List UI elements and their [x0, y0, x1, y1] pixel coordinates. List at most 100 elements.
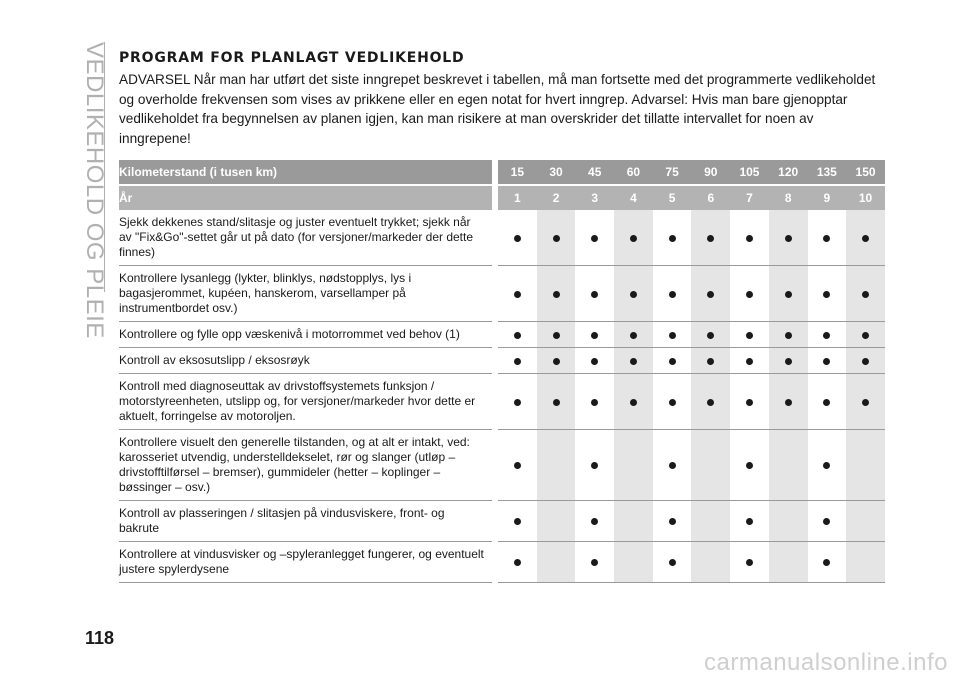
interval-cell [652, 429, 692, 501]
scheduled-dot-icon [629, 290, 637, 298]
inspection-description: Kontrollere at vindusvisker og –spyleran… [119, 541, 492, 583]
scheduled-dot-icon [591, 518, 599, 525]
km-header-cell: 90 [691, 160, 731, 186]
interval-cell [691, 321, 731, 348]
km-header-cell: 120 [768, 160, 808, 186]
year-header-cell: 8 [768, 185, 808, 210]
scheduled-dot-icon [591, 462, 599, 469]
year-header-cell: 3 [575, 185, 615, 210]
interval-cell [498, 321, 537, 348]
year-header-cell: 7 [730, 185, 769, 210]
interval-cell [614, 321, 653, 348]
interval-cell [846, 265, 885, 322]
interval-cell [575, 429, 615, 501]
interval-cell [730, 429, 769, 501]
scheduled-dot-icon [513, 398, 521, 406]
inspection-description: Kontrollere lysanlegg (lykter, blinklys,… [119, 265, 492, 322]
scheduled-dot-icon [591, 398, 599, 406]
interval-cell [575, 373, 615, 430]
interval-cell [614, 500, 653, 542]
scheduled-dot-icon [707, 290, 715, 298]
interval-cell [846, 429, 885, 501]
interval-cell [652, 321, 692, 348]
page-number: 118 [85, 628, 115, 648]
scheduled-dot-icon [707, 357, 715, 365]
interval-cell [652, 347, 692, 374]
interval-cell [691, 347, 731, 374]
table-row: Kontroll av eksosutslipp / eksosrøyk [119, 347, 885, 374]
km-header-row: Kilometerstand (i tusen km) 15 30 45 60 75 90… [119, 160, 885, 186]
interval-cell [807, 541, 847, 583]
scheduled-dot-icon [668, 462, 676, 469]
scheduled-dot-icon [552, 290, 560, 298]
interval-cell [691, 541, 731, 583]
interval-cell [498, 210, 537, 266]
year-header-cell: 2 [536, 185, 576, 210]
interval-cell [807, 373, 847, 430]
interval-cell [768, 321, 808, 348]
scheduled-dot-icon [823, 331, 831, 339]
interval-cell [652, 541, 692, 583]
interval-cell [614, 373, 653, 430]
interval-cell [730, 541, 769, 583]
scheduled-dot-icon [862, 331, 870, 339]
scheduled-dot-icon [668, 234, 676, 242]
table-row: Sjekk dekkenes stand/slitasje og juster … [119, 210, 885, 266]
km-header-cell: 105 [730, 160, 769, 186]
interval-cell [768, 347, 808, 374]
year-header-cell: 6 [691, 185, 731, 210]
inspection-description: Kontroll av eksosutslipp / eksosrøyk [119, 347, 492, 374]
interval-cell [614, 210, 653, 266]
interval-cell [498, 265, 537, 322]
scheduled-dot-icon [629, 331, 637, 339]
year-header-cell: 5 [652, 185, 692, 210]
scheduled-dot-icon [823, 398, 831, 406]
interval-cell [575, 500, 615, 542]
scheduled-dot-icon [668, 559, 676, 566]
interval-cell [614, 429, 653, 501]
interval-cell [691, 373, 731, 430]
scheduled-dot-icon [629, 234, 637, 242]
table-row: Kontrollere lysanlegg (lykter, blinklys,… [119, 265, 885, 322]
interval-cell [691, 429, 731, 501]
inspection-description: Kontroll av plasseringen / slitasjen på … [119, 500, 492, 542]
year-header-cell: 4 [614, 185, 653, 210]
interval-cell [536, 541, 576, 583]
interval-cell [807, 500, 847, 542]
scheduled-dot-icon [823, 462, 831, 469]
inspection-description: Kontrollere og fylle opp væskenivå i mot… [119, 321, 492, 348]
interval-cell [536, 429, 576, 501]
table-row: Kontroll med diagnoseuttak av drivstoffs… [119, 373, 885, 430]
maintenance-schedule-table: Kilometerstand (i tusen km) 15 30 45 60 75 90… [119, 160, 885, 583]
scheduled-dot-icon [591, 290, 599, 298]
schedule-body: Sjekk dekkenes stand/slitasje og juster … [119, 210, 885, 583]
scheduled-dot-icon [513, 357, 521, 365]
interval-cell [691, 265, 731, 322]
side-divider-line [104, 42, 105, 292]
scheduled-dot-icon [591, 331, 599, 339]
interval-cell [536, 373, 576, 430]
interval-cell [768, 373, 808, 430]
year-header-cell: 10 [846, 185, 885, 210]
scheduled-dot-icon [784, 331, 792, 339]
interval-cell [691, 500, 731, 542]
interval-cell [730, 210, 769, 266]
scheduled-dot-icon [784, 398, 792, 406]
scheduled-dot-icon [591, 357, 599, 365]
scheduled-dot-icon [784, 290, 792, 298]
interval-cell [536, 321, 576, 348]
interval-cell [575, 347, 615, 374]
scheduled-dot-icon [823, 559, 831, 566]
interval-cell [536, 347, 576, 374]
scheduled-dot-icon [823, 290, 831, 298]
interval-cell [807, 347, 847, 374]
interval-cell [768, 541, 808, 583]
interval-cell [614, 347, 653, 374]
interval-cell [652, 500, 692, 542]
interval-cell [652, 210, 692, 266]
inspection-description: Kontroll med diagnoseuttak av drivstoffs… [119, 373, 492, 430]
scheduled-dot-icon [552, 331, 560, 339]
scheduled-dot-icon [668, 357, 676, 365]
interval-cell [575, 321, 615, 348]
scheduled-dot-icon [823, 234, 831, 242]
